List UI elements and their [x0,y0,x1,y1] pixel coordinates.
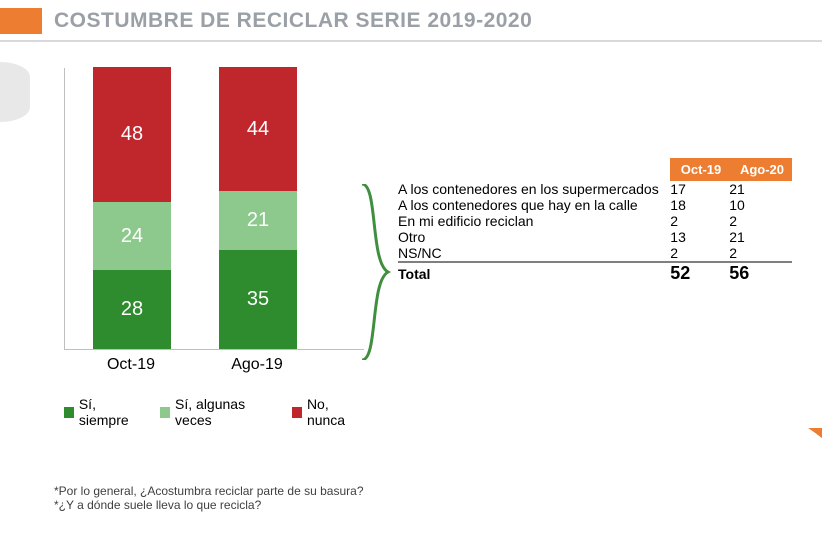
brace-column [364,68,398,428]
legend-label: Sí, algunas veces [175,396,274,428]
table-col-header: Ago-20 [729,158,792,181]
table-total-row: Total5256 [398,262,792,284]
content-region: 282448352144 Oct-19Ago-19 Sí, siempreSí,… [0,42,822,428]
chart-legend: Sí, siempre Sí, algunas veces No, nunca [64,374,364,428]
chart-bar: 282448 [93,67,171,349]
footnote-line: *Por lo general, ¿Acostumbra reciclar pa… [54,484,364,498]
table-cell: 52 [670,262,729,284]
table-cell: 18 [670,197,729,213]
row-label: A los contenedores que hay en la calle [398,197,670,213]
table-cell: 2 [670,245,729,262]
legend-item: No, nunca [292,396,364,428]
bar-segment-nunca: 48 [93,67,171,202]
table-cell: 13 [670,229,729,245]
table-cell: 2 [729,213,792,229]
bar-segment-siempre: 28 [93,270,171,349]
table-cell: 21 [729,181,792,197]
bar-segment-nunca: 44 [219,67,297,191]
table-column: Oct-19Ago-20A los contenedores en los su… [398,68,792,428]
title-swatch [0,8,42,34]
table-cell: 17 [670,181,729,197]
legend-item: Sí, siempre [64,396,142,428]
footnotes: *Por lo general, ¿Acostumbra reciclar pa… [54,484,364,512]
table-col-header: Oct-19 [670,158,729,181]
table-cell: 10 [729,197,792,213]
row-label: Total [398,262,670,284]
table-row: A los contenedores en los supermercados1… [398,181,792,197]
legend-label: No, nunca [307,396,364,428]
chart-bar: 352144 [219,67,297,349]
chart-column: 282448352144 Oct-19Ago-19 Sí, siempreSí,… [64,68,364,428]
legend-label: Sí, siempre [79,396,142,428]
x-axis-label: Ago-19 [218,356,296,374]
table-row: NS/NC22 [398,245,792,262]
table-cell: 56 [729,262,792,284]
x-axis-label: Oct-19 [92,356,170,374]
legend-swatch [160,407,170,418]
row-label: Otro [398,229,670,245]
legend-swatch [64,407,74,418]
table-row: Otro1321 [398,229,792,245]
footnote-line: *¿Y a dónde suele lleva lo que recicla? [54,498,364,512]
row-label: NS/NC [398,245,670,262]
page-title: COSTUMBRE DE RECICLAR SERIE 2019-2020 [54,9,532,33]
title-bar: COSTUMBRE DE RECICLAR SERIE 2019-2020 [0,0,822,34]
table-cell: 21 [729,229,792,245]
table-row: A los contenedores que hay en la calle18… [398,197,792,213]
legend-swatch [292,407,302,418]
bar-segment-algunas: 21 [219,191,297,250]
table-cell: 2 [729,245,792,262]
stacked-bar-chart: 282448 352144 [64,68,364,350]
row-label: En mi edificio reciclan [398,213,670,229]
table-cell: 2 [670,213,729,229]
destination-table: Oct-19Ago-20A los contenedores en los su… [398,158,792,284]
left-arc-decoration [0,62,30,122]
bar-segment-algunas: 24 [93,202,171,270]
table-row: En mi edificio reciclan22 [398,213,792,229]
bar-segment-siempre: 35 [219,250,297,349]
legend-item: Sí, algunas veces [160,396,274,428]
bottom-right-swoosh [612,428,822,548]
row-label: A los contenedores en los supermercados [398,181,670,197]
chart-x-labels: Oct-19 Ago-19 [64,350,364,374]
curly-brace-icon [358,184,398,360]
